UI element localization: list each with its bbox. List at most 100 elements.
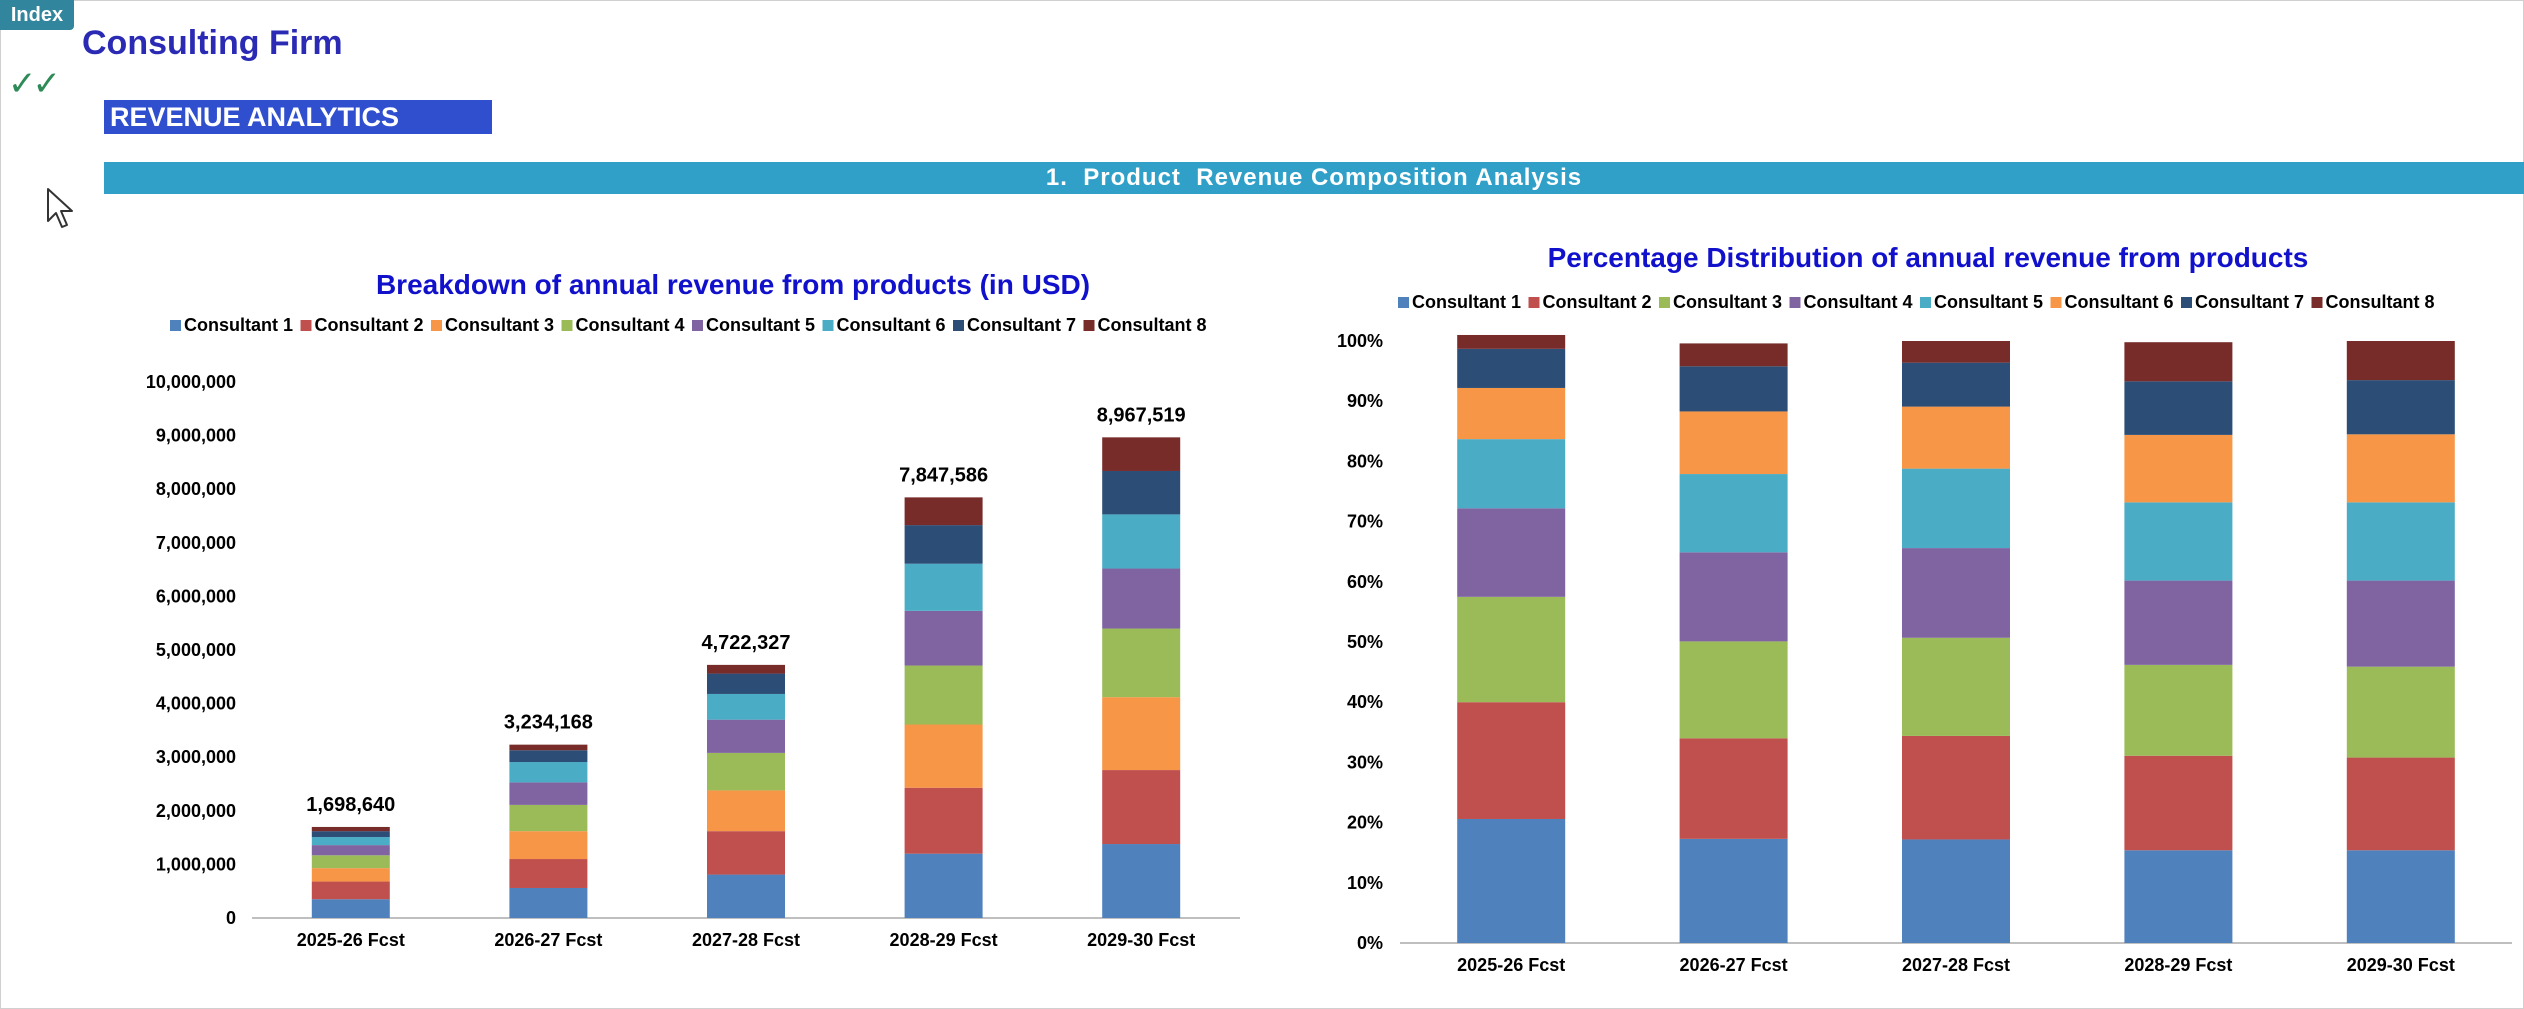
bar-segment [904, 497, 983, 526]
legend-swatch [1659, 297, 1670, 308]
bar-segment [1679, 641, 1788, 739]
legend-swatch [692, 320, 703, 331]
bar-segment [707, 752, 785, 791]
bar-segment [509, 887, 588, 918]
x-tick-label: 2029-30 Fcst [1087, 930, 1195, 950]
bar-segment [1102, 697, 1181, 771]
bar-segment [1902, 548, 2010, 638]
y-tick-label: 9,000,000 [156, 426, 236, 446]
bar-segment [509, 750, 588, 763]
bar-segment [1902, 468, 2010, 549]
bar-segment [1679, 411, 1788, 475]
chart-title: Breakdown of annual revenue from product… [376, 269, 1090, 300]
y-tick-label: 1,000,000 [156, 854, 236, 874]
bar-segment [1902, 839, 2010, 943]
legend-swatch [1920, 297, 1931, 308]
legend-label: Consultant 6 [2065, 292, 2174, 312]
y-tick-label: 4,000,000 [156, 694, 236, 714]
bar-segment [2346, 580, 2455, 667]
bar-segment [311, 855, 390, 869]
legend-label: Consultant 1 [184, 315, 293, 335]
legend-label: Consultant 2 [315, 315, 424, 335]
y-tick-label: 40% [1347, 692, 1383, 712]
x-tick-label: 2028-29 Fcst [890, 930, 998, 950]
bar-segment [1457, 439, 1566, 509]
bar-segment [1102, 437, 1181, 471]
legend-label: Consultant 8 [2326, 292, 2435, 312]
double-check-icon: ✓✓ [8, 64, 61, 104]
legend-swatch [2311, 297, 2323, 308]
bar-segment [1102, 514, 1181, 569]
y-tick-label: 10,000,000 [146, 372, 236, 392]
legend-label: Consultant 4 [1804, 292, 1913, 312]
bar-segment [311, 868, 390, 882]
x-tick-label: 2029-30 Fcst [2347, 955, 2455, 975]
legend-swatch [561, 320, 573, 331]
firm-title: Consulting Firm [82, 24, 343, 62]
legend-label: Consultant 1 [1412, 292, 1521, 312]
bar-total-label: 7,847,586 [899, 464, 988, 486]
y-tick-label: 70% [1347, 512, 1383, 532]
bar-segment [904, 724, 983, 788]
bar-segment [707, 664, 785, 674]
bar-segment [2346, 502, 2455, 581]
y-tick-label: 90% [1347, 391, 1383, 411]
bar-segment [1457, 596, 1566, 703]
bar-segment [2346, 850, 2455, 943]
legend-label: Consultant 7 [967, 315, 1076, 335]
bar-segment [1457, 702, 1566, 819]
bar-segment [311, 881, 390, 900]
bar-segment [904, 563, 983, 611]
bar-segment [1902, 735, 2010, 840]
bar-segment [1679, 838, 1788, 943]
bar-segment [1457, 387, 1566, 440]
bar-segment [1102, 470, 1181, 515]
chart-title: Percentage Distribution of annual revenu… [1548, 242, 2309, 273]
y-tick-label: 0% [1357, 933, 1383, 953]
legend-swatch [2181, 297, 2192, 308]
bar-segment [1679, 474, 1788, 553]
y-tick-label: 0 [226, 908, 236, 928]
bar-segment [311, 899, 390, 918]
bar-total-label: 3,234,168 [504, 712, 593, 734]
y-tick-label: 30% [1347, 752, 1383, 772]
legend-label: Consultant 3 [445, 315, 554, 335]
bar-segment [1102, 770, 1181, 845]
legend-label: Consultant 3 [1673, 292, 1782, 312]
x-tick-label: 2025-26 Fcst [297, 930, 405, 950]
bar-segment [1902, 341, 2010, 363]
x-tick-label: 2028-29 Fcst [2124, 955, 2232, 975]
x-tick-label: 2027-28 Fcst [692, 930, 800, 950]
section-label: REVENUE ANALYTICS [104, 100, 492, 134]
y-tick-label: 100% [1337, 331, 1383, 351]
x-tick-label: 2025-26 Fcst [1457, 955, 1565, 975]
bar-segment [904, 787, 983, 854]
y-tick-label: 3,000,000 [156, 747, 236, 767]
bar-segment [1902, 362, 2010, 407]
bar-segment [1679, 343, 1788, 367]
bar-segment [1902, 637, 2010, 736]
bar-segment [707, 790, 785, 832]
bar-segment [311, 837, 390, 846]
bar-segment [2346, 380, 2455, 435]
bar-segment [509, 782, 588, 805]
legend-swatch [431, 320, 442, 331]
bar-segment [311, 826, 390, 832]
legend-label: Consultant 8 [1098, 315, 1207, 335]
bar-segment [1679, 366, 1788, 412]
index-button[interactable]: Index [0, 0, 74, 30]
legend-swatch [170, 320, 181, 331]
bar-segment [2124, 434, 2233, 503]
bar-segment [707, 719, 785, 753]
bar-segment [1902, 406, 2010, 469]
bar-segment [904, 853, 983, 918]
legend-swatch [2050, 297, 2062, 308]
bar-total-label: 8,967,519 [1097, 404, 1186, 426]
bar-segment [707, 831, 785, 875]
section-banner: 1. Product Revenue Composition Analysis [104, 162, 2524, 194]
mouse-cursor-icon [46, 187, 74, 234]
legend-swatch [953, 320, 964, 331]
bar-segment [2124, 755, 2233, 851]
bar-segment [2124, 664, 2233, 756]
